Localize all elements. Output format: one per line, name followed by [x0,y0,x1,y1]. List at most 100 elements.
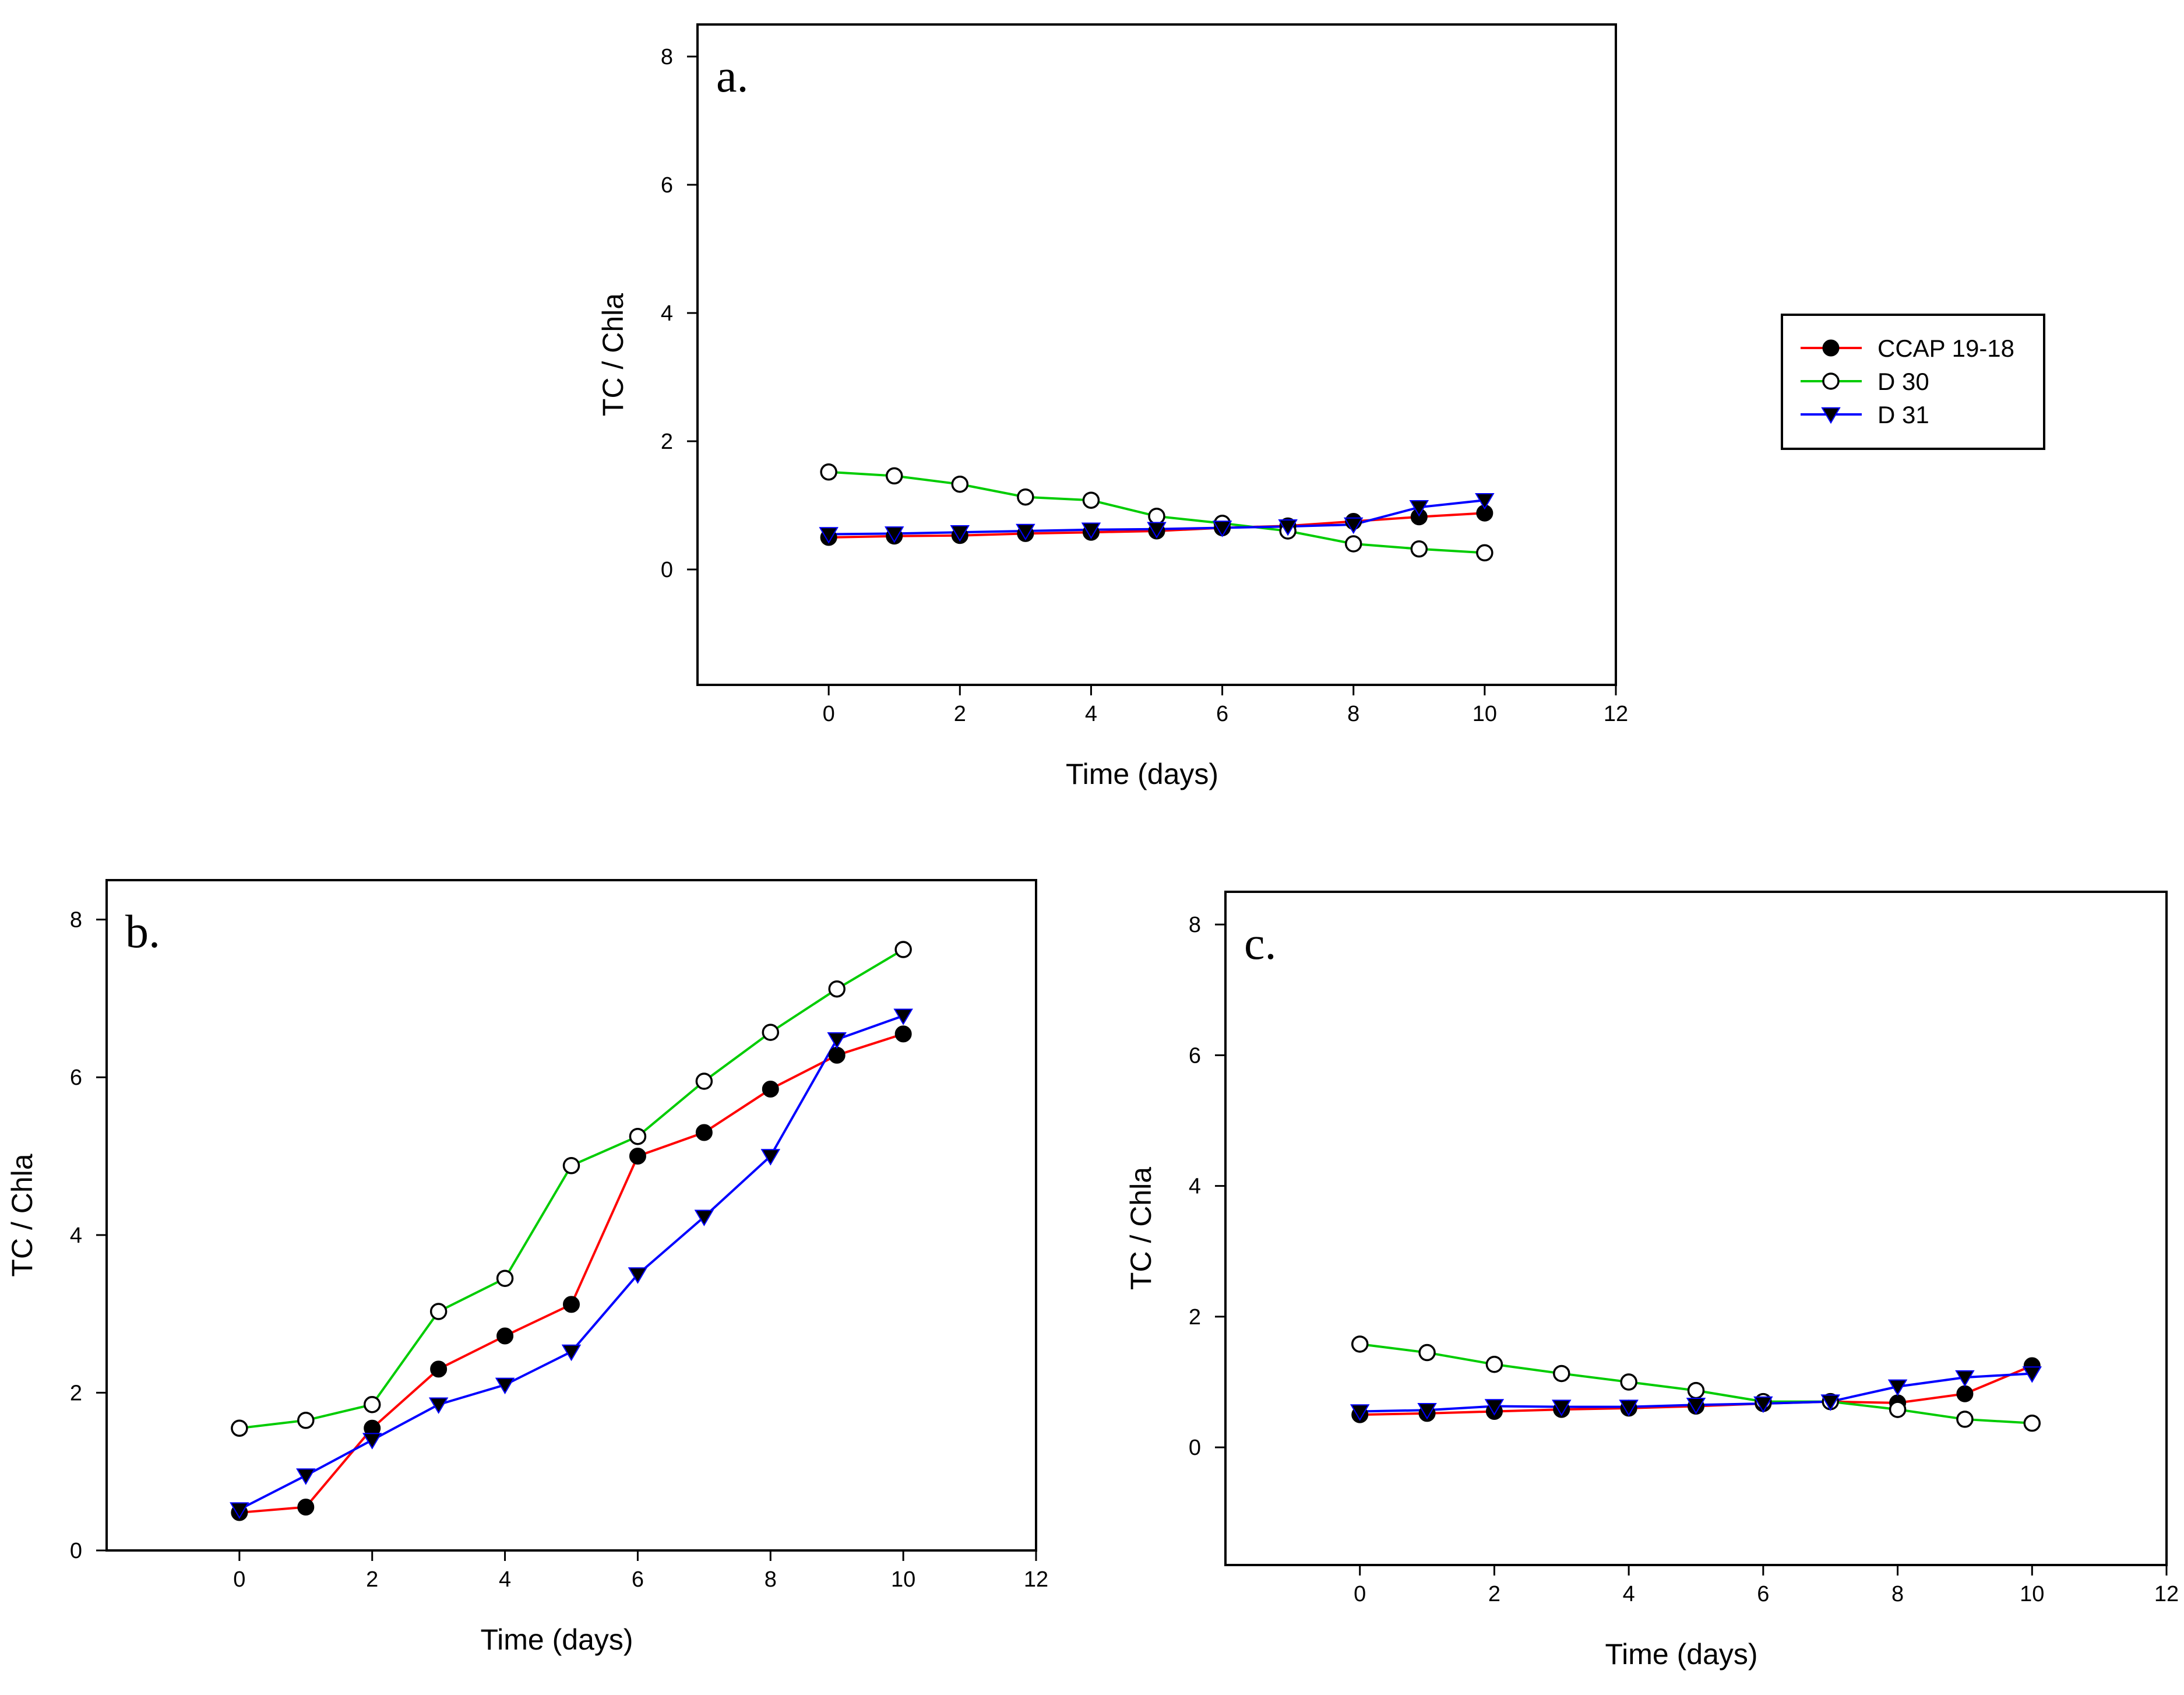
point-b-d-31-1 [296,1468,316,1485]
point-a-d-31-9 [1409,500,1429,517]
point-b-d-31-10 [893,1008,913,1025]
panel-label-a: a. [716,51,749,102]
x-tick-label-b-12: 12 [1024,1567,1048,1592]
legend-label-d-30: D 30 [1877,368,1929,395]
point-a-d-31-3 [1016,523,1035,541]
point-a-d-30-9 [1410,540,1428,558]
x-tick-label-c-8: 8 [1891,1582,1904,1606]
point-b-ccap-19-18-8 [762,1081,779,1098]
point-b-d-30-7 [695,1072,713,1090]
point-c-d-31-6 [1753,1396,1773,1413]
point-b-d-31-5 [561,1344,582,1362]
point-b-d-31-7 [694,1209,714,1226]
x-tick-label-a-8: 8 [1347,702,1359,726]
y-tick-label-b-2: 2 [70,1381,82,1405]
y-tick-label-a-6: 6 [661,173,673,198]
point-a-d-31-8 [1343,517,1364,534]
point-b-d-30-10 [894,941,912,958]
y-tick-label-a-2: 2 [661,430,673,454]
x-tick-label-a-6: 6 [1216,702,1228,726]
point-b-d-30-0 [231,1419,248,1437]
plot-frame-b [105,879,1037,1552]
point-b-d-30-5 [562,1157,580,1174]
point-c-ccap-19-18-9 [1956,1385,1974,1402]
point-c-d-30-2 [1485,1355,1503,1373]
y-tick-label-a-8: 8 [661,45,673,69]
y-tick-label-c-0: 0 [1189,1436,1201,1460]
y-tick-label-c-2: 2 [1189,1305,1201,1330]
panel-a: 0 2 4 6 8 10 12 0 2 4 6 8 a. Time (days) TC / Chla [597,23,1628,790]
y-axis-title-c: TC / Chla [1125,1167,1157,1290]
y-tick-label-a-4: 4 [661,301,673,326]
y-tick-label-c-6: 6 [1189,1043,1201,1068]
legend-box [1781,314,2045,450]
legend: CCAP 19-18 D 30 D 31 [1781,314,2045,450]
y-tick-label-b-8: 8 [70,908,82,933]
point-a-d-30-10 [1476,544,1493,562]
point-b-d-30-4 [496,1270,514,1287]
x-tick-label-a-10: 10 [1473,702,1497,726]
legend-marker-d-31 [1821,407,1841,424]
x-tick-label-c-10: 10 [2020,1582,2044,1606]
x-tick-label-b-4: 4 [499,1567,511,1592]
y-tick-label-b-6: 6 [70,1065,82,1090]
point-a-d-31-5 [1147,522,1167,539]
y-tick-label-c-4: 4 [1189,1174,1201,1199]
point-b-ccap-19-18-5 [563,1296,580,1313]
y-axis-title-b: TC / Chla [6,1154,38,1276]
point-b-d-30-1 [297,1412,315,1429]
point-b-d-31-0 [230,1502,249,1519]
point-b-d-31-9 [827,1032,847,1049]
point-c-d-30-0 [1351,1335,1369,1353]
point-b-d-31-8 [760,1149,781,1166]
series-line-b-d-31 [238,1014,904,1511]
x-axis-title-b: Time (days) [480,1623,633,1656]
x-tick-label-a-12: 12 [1604,702,1628,726]
point-a-d-30-2 [951,475,969,493]
series-line-b-ccap-19-18 [239,1032,904,1514]
point-b-d-31-3 [428,1397,449,1414]
point-c-d-31-2 [1484,1399,1505,1416]
point-b-d-30-6 [629,1127,647,1145]
point-b-d-30-8 [762,1024,780,1041]
point-b-ccap-19-18-9 [828,1046,846,1064]
y-tick-label-b-0: 0 [70,1539,82,1563]
point-b-ccap-19-18-1 [297,1499,315,1516]
x-axis-title-c: Time (days) [1605,1638,1757,1671]
x-tick-label-c-12: 12 [2154,1582,2179,1606]
x-axis-title-a: Time (days) [1066,758,1218,790]
panel-label-b: b. [125,906,160,958]
point-a-d-31-2 [950,525,970,542]
point-c-d-30-5 [1687,1381,1705,1399]
point-c-d-30-3 [1553,1365,1570,1383]
point-b-d-31-4 [495,1377,515,1395]
y-tick-label-b-4: 4 [70,1223,82,1248]
point-a-d-30-1 [885,467,903,485]
point-c-d-31-7 [1820,1394,1840,1411]
point-a-d-30-8 [1344,535,1362,553]
point-b-d-30-3 [429,1303,448,1320]
point-c-d-30-4 [1620,1373,1637,1391]
point-c-d-31-5 [1686,1398,1706,1415]
x-tick-label-c-6: 6 [1757,1582,1769,1606]
point-a-d-31-6 [1212,521,1232,537]
point-b-ccap-19-18-6 [629,1148,646,1165]
x-tick-label-c-4: 4 [1623,1582,1635,1606]
point-c-d-30-1 [1418,1344,1436,1362]
point-c-d-31-3 [1552,1399,1572,1416]
y-tick-label-c-8: 8 [1189,913,1201,937]
x-tick-label-a-4: 4 [1085,702,1097,726]
plot-frame-c [1224,891,2168,1566]
point-c-d-31-4 [1619,1399,1639,1416]
x-tick-label-b-6: 6 [632,1567,644,1592]
point-c-d-31-9 [1955,1370,1975,1387]
point-b-d-30-2 [363,1395,381,1413]
point-b-ccap-19-18-3 [430,1360,448,1378]
x-tick-label-c-2: 2 [1488,1582,1500,1606]
y-tick-label-a-0: 0 [661,558,673,582]
point-c-d-30-10 [2023,1414,2041,1432]
point-a-d-31-10 [1475,493,1495,510]
point-b-d-31-6 [628,1267,648,1284]
x-tick-label-a-2: 2 [954,702,966,726]
x-tick-label-a-0: 0 [823,702,835,726]
